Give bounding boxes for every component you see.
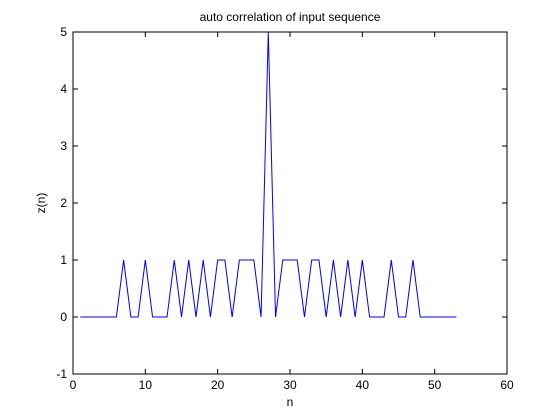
data-point xyxy=(108,316,110,318)
data-point xyxy=(253,259,255,261)
data-point xyxy=(202,259,204,261)
data-point xyxy=(405,316,407,318)
data-point xyxy=(115,316,117,318)
data-point xyxy=(390,259,392,261)
data-point xyxy=(368,316,370,318)
data-point xyxy=(318,259,320,261)
x-tick-label: 10 xyxy=(139,378,153,392)
data-point xyxy=(151,316,153,318)
data-point xyxy=(303,316,305,318)
x-tick-label: 30 xyxy=(283,378,297,392)
data-point xyxy=(354,316,356,318)
data-point xyxy=(216,259,218,261)
data-point xyxy=(274,316,276,318)
x-tick-label: 40 xyxy=(356,378,370,392)
data-point xyxy=(282,259,284,261)
data-point xyxy=(79,316,81,318)
x-axis-label: n xyxy=(287,395,294,409)
data-point xyxy=(209,316,211,318)
x-tick-label: 0 xyxy=(70,378,77,392)
data-point xyxy=(383,316,385,318)
data-point xyxy=(397,316,399,318)
data-point xyxy=(86,316,88,318)
data-point xyxy=(441,316,443,318)
data-point xyxy=(296,259,298,261)
data-point xyxy=(238,259,240,261)
data-point xyxy=(332,259,334,261)
data-point xyxy=(130,316,132,318)
y-tick-label: 1 xyxy=(60,253,67,267)
x-tick-label: 60 xyxy=(500,378,514,392)
series-line xyxy=(80,31,457,318)
data-point xyxy=(260,316,262,318)
y-tick-label: 5 xyxy=(60,25,67,39)
data-point xyxy=(188,259,190,261)
data-point xyxy=(419,316,421,318)
data-point xyxy=(159,316,161,318)
data-point xyxy=(180,316,182,318)
y-tick-label: 2 xyxy=(60,196,67,210)
data-point xyxy=(94,316,96,318)
axes-box xyxy=(72,31,508,375)
data-point xyxy=(433,316,435,318)
data-point xyxy=(347,259,349,261)
data-point xyxy=(376,316,378,318)
data-point xyxy=(245,259,247,261)
data-point xyxy=(311,259,313,261)
data-point xyxy=(325,316,327,318)
data-point xyxy=(101,316,103,318)
data-point xyxy=(224,259,226,261)
y-tick-label: 0 xyxy=(60,310,67,324)
data-point xyxy=(426,316,428,318)
data-point xyxy=(144,259,146,261)
y-tick-label: 4 xyxy=(60,82,67,96)
data-point xyxy=(173,259,175,261)
data-point xyxy=(289,259,291,261)
data-point xyxy=(195,316,197,318)
data-point xyxy=(412,259,414,261)
y-tick-label: -1 xyxy=(56,367,67,381)
y-tick-label: 3 xyxy=(60,139,67,153)
data-point xyxy=(137,316,139,318)
data-point xyxy=(339,316,341,318)
data-point xyxy=(267,31,269,33)
data-point xyxy=(122,259,124,261)
y-axis-label: z(n) xyxy=(34,193,48,214)
x-tick-label: 50 xyxy=(428,378,442,392)
data-point xyxy=(166,316,168,318)
chart-title: auto correlation of input sequence xyxy=(200,10,381,24)
data-point xyxy=(361,259,363,261)
data-point xyxy=(448,316,450,318)
data-point xyxy=(455,316,457,318)
x-tick-label: 20 xyxy=(211,378,225,392)
data-point xyxy=(231,316,233,318)
